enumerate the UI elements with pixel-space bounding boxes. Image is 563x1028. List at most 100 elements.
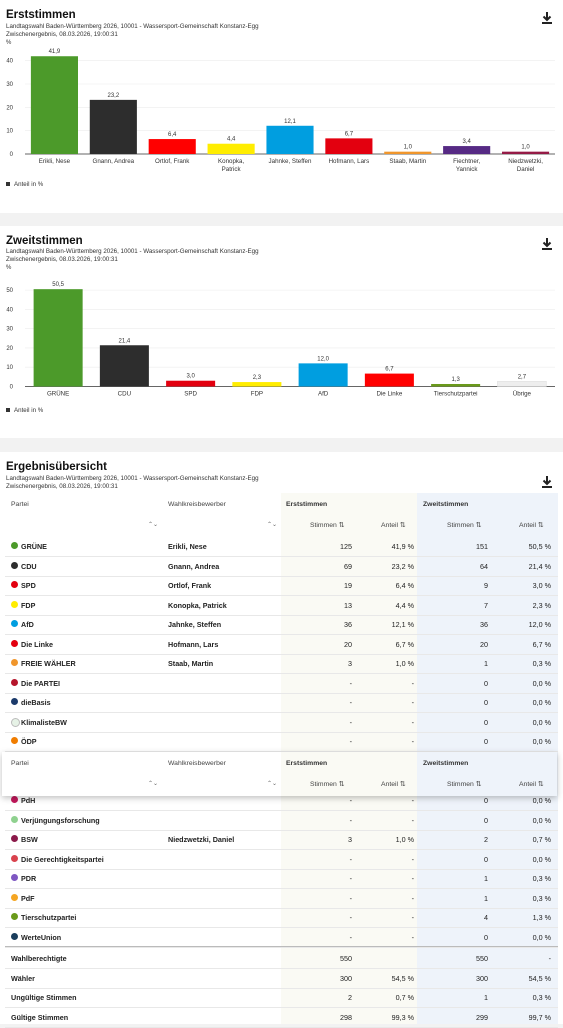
x-tick-label: Yannick: [456, 166, 478, 173]
party-name: Verjüngungsforschung: [21, 816, 100, 825]
table-row[interactable]: AfD Jahnke, Steffen 36 12,1 % 36 12,0 %: [5, 614, 558, 635]
table-row[interactable]: Verjüngungsforschung - - 0 0,0 %: [5, 810, 558, 831]
zweit-stimmen: 1: [484, 993, 488, 1002]
sort-icon[interactable]: ⌃⌄: [148, 522, 159, 528]
bar-value-label: 6,7: [385, 367, 394, 373]
candidate-name: Konopka, Patrick: [168, 601, 227, 610]
x-tick-label: Ortlof, Frank: [155, 158, 190, 165]
erst-anteil: -: [411, 718, 414, 727]
bar-value-label: 1,3: [451, 377, 460, 383]
erststimmen-card: Erststimmen Landtagswahl Baden-Württembe…: [0, 0, 563, 213]
y-tick-label: 50: [6, 288, 13, 294]
table-row[interactable]: dieBasis - - 0 0,0 %: [5, 692, 558, 713]
bar-value-label: 21,4: [119, 338, 131, 344]
table-row[interactable]: WerteUnion - - 0 0,0 %: [5, 927, 558, 948]
erst-anteil: -: [411, 874, 414, 883]
x-tick-label: AfD: [318, 391, 329, 398]
erst-anteil: 54,5 %: [391, 974, 414, 983]
party-color-dot: [11, 933, 18, 940]
candidate-name: Ortlof, Frank: [168, 581, 212, 590]
table-row[interactable]: Tierschutzpartei - - 4 1,3 %: [5, 907, 558, 928]
table-row[interactable]: KlimalisteBW - - 0 0,0 %: [5, 712, 558, 733]
bar-value-label: 50,5: [52, 282, 64, 288]
zweit-stimmen: 64: [480, 562, 488, 571]
header-partei: Partei: [11, 501, 29, 508]
zweit-stimmen: 4: [484, 913, 488, 922]
ergebnis-title: Ergebnisübersicht: [6, 461, 107, 473]
download-icon[interactable]: [540, 475, 554, 489]
table-row[interactable]: CDU Gnann, Andrea 69 23,2 % 64 21,4 %: [5, 556, 558, 577]
erst-stimmen: -: [349, 679, 352, 688]
candidate-name: Hofmann, Lars: [168, 640, 219, 649]
table-row[interactable]: FREIE WÄHLER Staab, Martin 3 1,0 % 1 0,3 %: [5, 653, 558, 674]
party-color-dot: [11, 913, 18, 920]
sort-icon[interactable]: ⌃⌄: [148, 781, 159, 787]
sticky-zweit-bg: [417, 752, 557, 796]
zweit-anteil: 0,0 %: [532, 718, 551, 727]
zweit-stimmen: 1: [484, 659, 488, 668]
totals-label: Gültige Stimmen: [11, 1013, 69, 1022]
party-name: PdH: [21, 796, 36, 805]
table-row[interactable]: GRÜNE Erikli, Nese 125 41,9 % 151 50,5 %: [5, 536, 558, 557]
party-color-dot: [11, 601, 18, 608]
x-tick-label: GRÜNE: [47, 391, 69, 398]
table-row[interactable]: ÖDP - - 0 0,0 %: [5, 731, 558, 752]
download-icon[interactable]: [540, 11, 554, 25]
erst-anteil: -: [411, 816, 414, 825]
bar: [431, 383, 481, 387]
y-tick-label: 0: [10, 152, 14, 158]
table-row[interactable]: BSW Niedzwetzki, Daniel 3 1,0 % 2 0,7 %: [5, 829, 558, 850]
bar-value-label: 12,0: [317, 356, 329, 362]
table-row[interactable]: Die Linke Hofmann, Lars 20 6,7 % 20 6,7 %: [5, 634, 558, 655]
bar: [443, 146, 491, 154]
zweit-stimmen: 0: [484, 796, 488, 805]
bar-value-label: 3,0: [186, 374, 195, 380]
zweit-anteil: 0,0 %: [532, 698, 551, 707]
erst-anteil: -: [411, 933, 414, 942]
erst-stimmen: 69: [344, 562, 352, 571]
totals-row: Ungültige Stimmen 2 0,7 % 1 0,3 %: [5, 987, 558, 1008]
table-row[interactable]: PdH - - 0 0,0 %: [5, 790, 558, 811]
y-axis-unit: %: [6, 265, 12, 271]
bar: [89, 99, 137, 154]
bar-value-label: 6,4: [168, 132, 177, 138]
bar: [166, 380, 216, 387]
erst-anteil: -: [411, 796, 414, 805]
table-row[interactable]: PDR - - 1 0,3 %: [5, 868, 558, 889]
zweit-anteil: 6,7 %: [532, 640, 551, 649]
table-row[interactable]: Die PARTEI - - 0 0,0 %: [5, 673, 558, 694]
candidate-name: Erikli, Nese: [168, 542, 207, 551]
table-row[interactable]: SPD Ortlof, Frank 19 6,4 % 9 3,0 %: [5, 575, 558, 596]
erststimmen-chart: % 0 10 20 30 40 41,9 Erikli, Nese 23,2 Gnann, And…: [6, 40, 555, 173]
party-name: ÖDP: [21, 737, 37, 746]
bar-value-label: 1,0: [521, 145, 530, 151]
party-name: FDP: [21, 601, 36, 610]
candidate-name: Staab, Martin: [168, 659, 214, 668]
totals-row: Gültige Stimmen 298 99,3 % 299 99,7 %: [5, 1007, 558, 1028]
table-row[interactable]: Die Gerechtigkeitspartei - - 0 0,0 %: [5, 849, 558, 870]
table-row[interactable]: FDP Konopka, Patrick 13 4,4 % 7 2,3 %: [5, 595, 558, 616]
zweit-anteil: 50,5 %: [528, 542, 551, 551]
party-color-dot: [11, 737, 18, 744]
zweit-stimmen: 20: [480, 640, 488, 649]
x-tick-label: Patrick: [222, 166, 242, 173]
zweitstimmen-chart: % 0 10 20 30 40 50 50,5 GRÜNE 21,4 CDU 3,0 SPD 2,3 FDP…: [6, 265, 555, 398]
header-stimmen-zweit: Stimmen ⇅: [447, 522, 482, 529]
erst-stimmen: -: [349, 816, 352, 825]
download-icon[interactable]: [540, 237, 554, 251]
erst-stimmen: -: [349, 933, 352, 942]
zweit-stimmen: 0: [484, 679, 488, 688]
zweit-anteil: 0,0 %: [532, 679, 551, 688]
erst-stimmen: 20: [344, 640, 352, 649]
party-color-dot: [11, 698, 18, 705]
zweit-stimmen: 0: [484, 933, 488, 942]
erststimmen-subtitle: Landtagswahl Baden-Württemberg 2026, 100…: [6, 23, 259, 38]
header-partei: Partei: [11, 760, 29, 767]
header-bewerber: Wahlkreisbewerber: [168, 760, 226, 767]
table-row[interactable]: PdF - - 1 0,3 %: [5, 888, 558, 909]
sort-icon[interactable]: ⌃⌄: [267, 522, 278, 528]
x-tick-label: Jahnke, Steffen: [269, 158, 312, 165]
party-color-dot: [11, 796, 18, 803]
zweit-stimmen: 299: [476, 1013, 488, 1022]
sort-icon[interactable]: ⌃⌄: [267, 781, 278, 787]
